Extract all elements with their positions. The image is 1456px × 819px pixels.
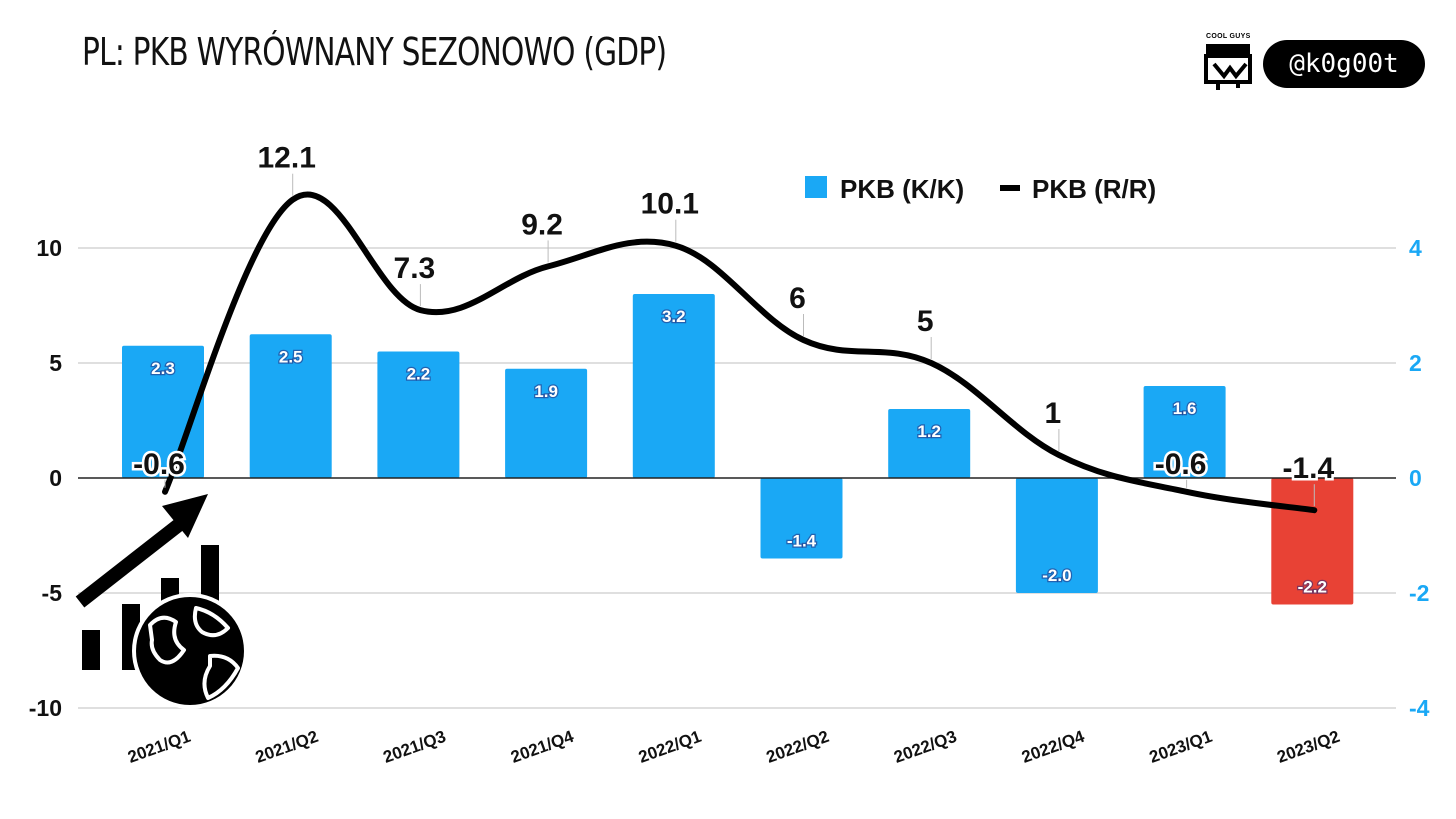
x-axis-tick-label: 2022/Q2 <box>764 727 832 767</box>
bar-value-label: 1.9 <box>534 382 558 401</box>
line-path <box>162 191 1318 514</box>
x-axis-tick-label: 2021/Q4 <box>508 727 576 767</box>
bar <box>249 334 332 478</box>
x-axis-tick-label: 2021/Q1 <box>125 727 193 767</box>
left-axis-tick-label: -5 <box>42 580 63 606</box>
right-axis-tick-label: -4 <box>1409 695 1430 721</box>
right-axis: -4 -2 0 2 4 <box>1409 235 1430 721</box>
bar-value-label: 3.2 <box>662 307 686 326</box>
line-value-label: 5 <box>917 305 934 338</box>
line-value-label: 6 <box>789 282 806 315</box>
line-value-label: 1 <box>1045 397 1062 430</box>
legend-label-line: PKB (R/R) <box>1032 174 1156 204</box>
bar-value-label: -1.4 <box>787 532 817 551</box>
bar-value-label: -2.2 <box>1298 578 1327 597</box>
line-value-label: 10.1 <box>641 188 699 221</box>
legend-label-bar: PKB (K/K) <box>840 174 964 204</box>
x-axis-tick-label: 2021/Q3 <box>381 727 449 767</box>
line-value-label: 7.3 <box>394 252 436 285</box>
left-axis-tick-label: 5 <box>49 350 62 376</box>
bar <box>1015 478 1098 593</box>
x-axis-tick-label: 2022/Q4 <box>1019 727 1087 767</box>
bar-value-label: 1.6 <box>1173 399 1197 418</box>
bar-value-label: -2.0 <box>1042 566 1071 585</box>
global-growth-icon <box>75 494 248 709</box>
right-axis-tick-label: 2 <box>1409 350 1422 376</box>
right-axis-tick-label: -2 <box>1409 580 1429 606</box>
left-axis-tick-label: 0 <box>49 465 62 491</box>
bar-series <box>122 294 1354 605</box>
bar-value-label: 1.2 <box>917 422 941 441</box>
bar-value-label: 2.2 <box>407 365 431 384</box>
left-axis-tick-label: -10 <box>29 695 62 721</box>
x-axis-tick-label: 2023/Q1 <box>1147 727 1215 767</box>
cool-guys-logo-icon <box>1204 44 1252 90</box>
legend-swatch-bar <box>805 176 827 198</box>
bar <box>760 478 843 559</box>
line-value-label: -0.6 <box>1155 448 1207 481</box>
bar-value-label: 2.5 <box>279 347 303 366</box>
right-axis-tick-label: 0 <box>1409 465 1422 491</box>
bar <box>377 351 460 478</box>
line-value-label: -0.6 <box>133 448 185 481</box>
x-axis-tick-label: 2022/Q1 <box>636 727 704 767</box>
bar <box>505 368 588 478</box>
x-axis-tick-label: 2022/Q3 <box>891 727 959 767</box>
line-series <box>162 191 1318 514</box>
author-handle[interactable]: @k0g00t <box>1263 40 1425 88</box>
page-title: PL: PKB WYRÓWNANY SEZONOWO (GDP) <box>82 30 667 74</box>
left-axis: -10 -5 0 5 10 <box>29 235 62 721</box>
bar-value-label: 2.3 <box>151 359 175 378</box>
x-axis-labels: 2021/Q1 2021/Q2 2021/Q3 2021/Q4 2022/Q1 2022/… <box>125 727 1342 767</box>
x-axis-tick-label: 2023/Q2 <box>1275 727 1343 767</box>
x-axis-tick-label: 2021/Q2 <box>253 727 321 767</box>
line-data-labels: -0.6 12.1 7.3 9.2 10.1 6 5 1 -0.6 -1.4 <box>131 142 1337 507</box>
logo-caption: COOL GUYS <box>1206 33 1251 40</box>
line-value-label: 12.1 <box>258 142 316 175</box>
legend: PKB (K/K) PKB (R/R) <box>805 174 1156 204</box>
legend-swatch-line <box>1000 185 1020 191</box>
bar <box>1143 386 1226 478</box>
line-value-label: 9.2 <box>521 208 563 241</box>
right-axis-tick-label: 4 <box>1409 235 1422 261</box>
left-axis-tick-label: 10 <box>36 235 62 261</box>
line-value-label: -1.4 <box>1282 452 1334 485</box>
grid-lines <box>78 247 1396 709</box>
bar-data-labels: 2.3 2.5 2.2 1.9 3.2 -1.4 1.2 -2.0 1.6 -2.2 <box>150 306 1328 598</box>
bar <box>632 294 715 478</box>
bar <box>888 409 971 478</box>
